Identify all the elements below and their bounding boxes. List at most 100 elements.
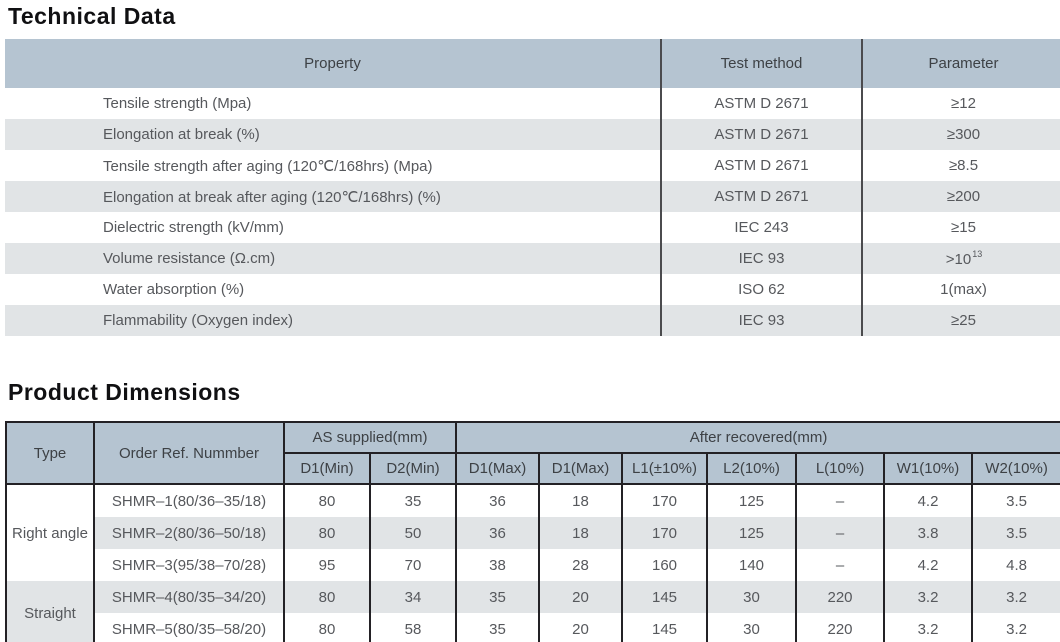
table-row: Volume resistance (Ω.cm) IEC 93 >1013: [5, 243, 1060, 274]
parameter-cell: ≥200: [861, 181, 1060, 212]
parameter-cell: ≥300: [861, 119, 1060, 150]
sub-header-d1-max-a: D1(Max): [455, 452, 541, 485]
table-row: SHMR–3(95/38–70/28) 95 70 38 28 160 140 …: [6, 549, 1060, 581]
parameter-cell: >1013: [861, 243, 1060, 274]
property-cell: Tensile strength (Mpa): [103, 95, 252, 112]
value-cell: 145: [621, 613, 709, 642]
product-dimensions-title: Product Dimensions: [8, 379, 241, 405]
value-cell: 170: [621, 517, 709, 549]
property-cell: Elongation at break (%): [103, 126, 260, 143]
value-cell: 3.2: [971, 581, 1060, 613]
sub-header-w2: W2(10%): [971, 452, 1060, 485]
value-cell: –: [795, 517, 886, 549]
value-cell: 220: [795, 581, 886, 613]
parameter-cell: 1(max): [861, 274, 1060, 305]
order-ref-cell: SHMR–1(80/36–35/18): [93, 484, 285, 517]
value-cell: 80: [283, 581, 371, 613]
parameter-cell: ≥15: [861, 212, 1060, 243]
test-method-cell: ASTM D 2671: [660, 88, 862, 119]
order-ref-cell: SHMR–5(80/35–58/20): [93, 613, 285, 642]
product-dimensions-table: Type Order Ref. Nummber AS supplied(mm) …: [5, 421, 1060, 642]
dimensions-header-row-top: Type Order Ref. Nummber AS supplied(mm) …: [5, 421, 1060, 485]
property-cell: Volume resistance (Ω.cm): [103, 250, 276, 267]
order-ref-cell: SHMR–3(95/38–70/28): [93, 549, 285, 581]
sub-header-l1: L1(±10%): [621, 452, 709, 485]
property-cell: Flammability (Oxygen index): [103, 312, 294, 329]
property-cell: Tensile strength after aging (120℃/168hr…: [103, 157, 433, 175]
parameter-cell: ≥8.5: [861, 150, 1060, 181]
order-ref-cell: SHMR–4(80/35–34/20): [93, 581, 285, 613]
table-row: Elongation at break after aging (120℃/16…: [5, 181, 1060, 212]
value-cell: 30: [706, 613, 798, 642]
value-cell: 80: [283, 517, 371, 549]
value-cell: 18: [538, 484, 624, 517]
value-cell: 3.8: [883, 517, 974, 549]
order-ref-column-header: Order Ref. Nummber: [93, 421, 285, 485]
value-cell: 30: [706, 581, 798, 613]
value-cell: 36: [455, 517, 541, 549]
property-column-header: Property: [5, 39, 661, 88]
value-cell: 125: [706, 484, 798, 517]
property-cell: Elongation at break after aging (120℃/16…: [103, 188, 441, 206]
sub-header-w1: W1(10%): [883, 452, 974, 485]
type-group-cell: Straight: [5, 581, 95, 642]
value-cell: 4.2: [883, 484, 974, 517]
parameter-cell: ≥25: [861, 305, 1060, 336]
value-cell: 34: [368, 581, 458, 613]
parameter-cell: ≥12: [861, 88, 1060, 119]
table-row: Tensile strength (Mpa) ASTM D 2671 ≥12: [5, 88, 1060, 119]
value-cell: 20: [538, 613, 624, 642]
value-cell: 125: [706, 517, 798, 549]
value-cell: 58: [368, 613, 458, 642]
technical-data-title: Technical Data: [8, 3, 176, 29]
value-cell: 3.2: [883, 581, 974, 613]
dimensions-table-header: Type Order Ref. Nummber AS supplied(mm) …: [5, 421, 1060, 485]
table-row: Flammability (Oxygen index) IEC 93 ≥25: [5, 305, 1060, 336]
test-method-cell: ISO 62: [660, 274, 862, 305]
test-method-cell: IEC 93: [660, 243, 862, 274]
value-cell: 28: [538, 549, 624, 581]
value-cell: 50: [368, 517, 458, 549]
value-cell: 145: [621, 581, 709, 613]
property-cell: Water absorption (%): [103, 281, 245, 298]
value-cell: –: [795, 549, 886, 581]
table-row: Right angle SHMR–1(80/36–35/18) 80 35 36…: [5, 484, 1060, 581]
sub-header-d2-min: D2(Min): [368, 452, 458, 485]
table-row: Elongation at break (%) ASTM D 2671 ≥300: [5, 119, 1060, 150]
value-cell: 3.2: [971, 613, 1060, 642]
order-ref-cell: SHMR–2(80/36–50/18): [93, 517, 285, 549]
technical-header-row: Property Test method Parameter: [5, 39, 1060, 88]
value-cell: 35: [368, 484, 458, 517]
value-cell: 4.8: [971, 549, 1060, 581]
after-recovered-group-header: After recovered(mm): [455, 421, 1060, 454]
value-cell: 35: [455, 581, 541, 613]
value-cell: 80: [283, 484, 371, 517]
parameter-value: >10: [945, 250, 972, 268]
value-cell: 3.2: [883, 613, 974, 642]
sub-header-l2: L2(10%): [706, 452, 798, 485]
table-row: Dielectric strength (kV/mm) IEC 243 ≥15: [5, 212, 1060, 243]
table-row: SHMR–5(80/35–58/20) 80 58 35 20 145 30 2…: [6, 613, 1060, 642]
sub-header-d1-max-b: D1(Max): [538, 452, 624, 485]
value-cell: 18: [538, 517, 624, 549]
table-row: Tensile strength after aging (120℃/168hr…: [5, 150, 1060, 181]
test-method-cell: IEC 243: [660, 212, 862, 243]
test-method-cell: ASTM D 2671: [660, 181, 862, 212]
property-cell: Dielectric strength (kV/mm): [103, 219, 284, 236]
test-method-cell: IEC 93: [660, 305, 862, 336]
table-row: SHMR–2(80/36–50/18) 80 50 36 18 170 125 …: [6, 517, 1060, 549]
parameter-column-header: Parameter: [861, 39, 1060, 88]
value-cell: 95: [283, 549, 371, 581]
superscript: 13: [972, 248, 983, 259]
technical-table-header: Property Test method Parameter: [5, 39, 1060, 88]
value-cell: 220: [795, 613, 886, 642]
type-column-header: Type: [5, 421, 95, 485]
value-cell: 170: [621, 484, 709, 517]
dimensions-header-row-sub: D1(Min) D2(Min) D1(Max) D1(Max) L1(±10%)…: [6, 452, 1060, 485]
value-cell: 160: [621, 549, 709, 581]
value-cell: 140: [706, 549, 798, 581]
test-method-column-header: Test method: [660, 39, 862, 88]
as-supplied-group-header: AS supplied(mm): [282, 421, 458, 454]
table-row: Water absorption (%) ISO 62 1(max): [5, 274, 1060, 305]
